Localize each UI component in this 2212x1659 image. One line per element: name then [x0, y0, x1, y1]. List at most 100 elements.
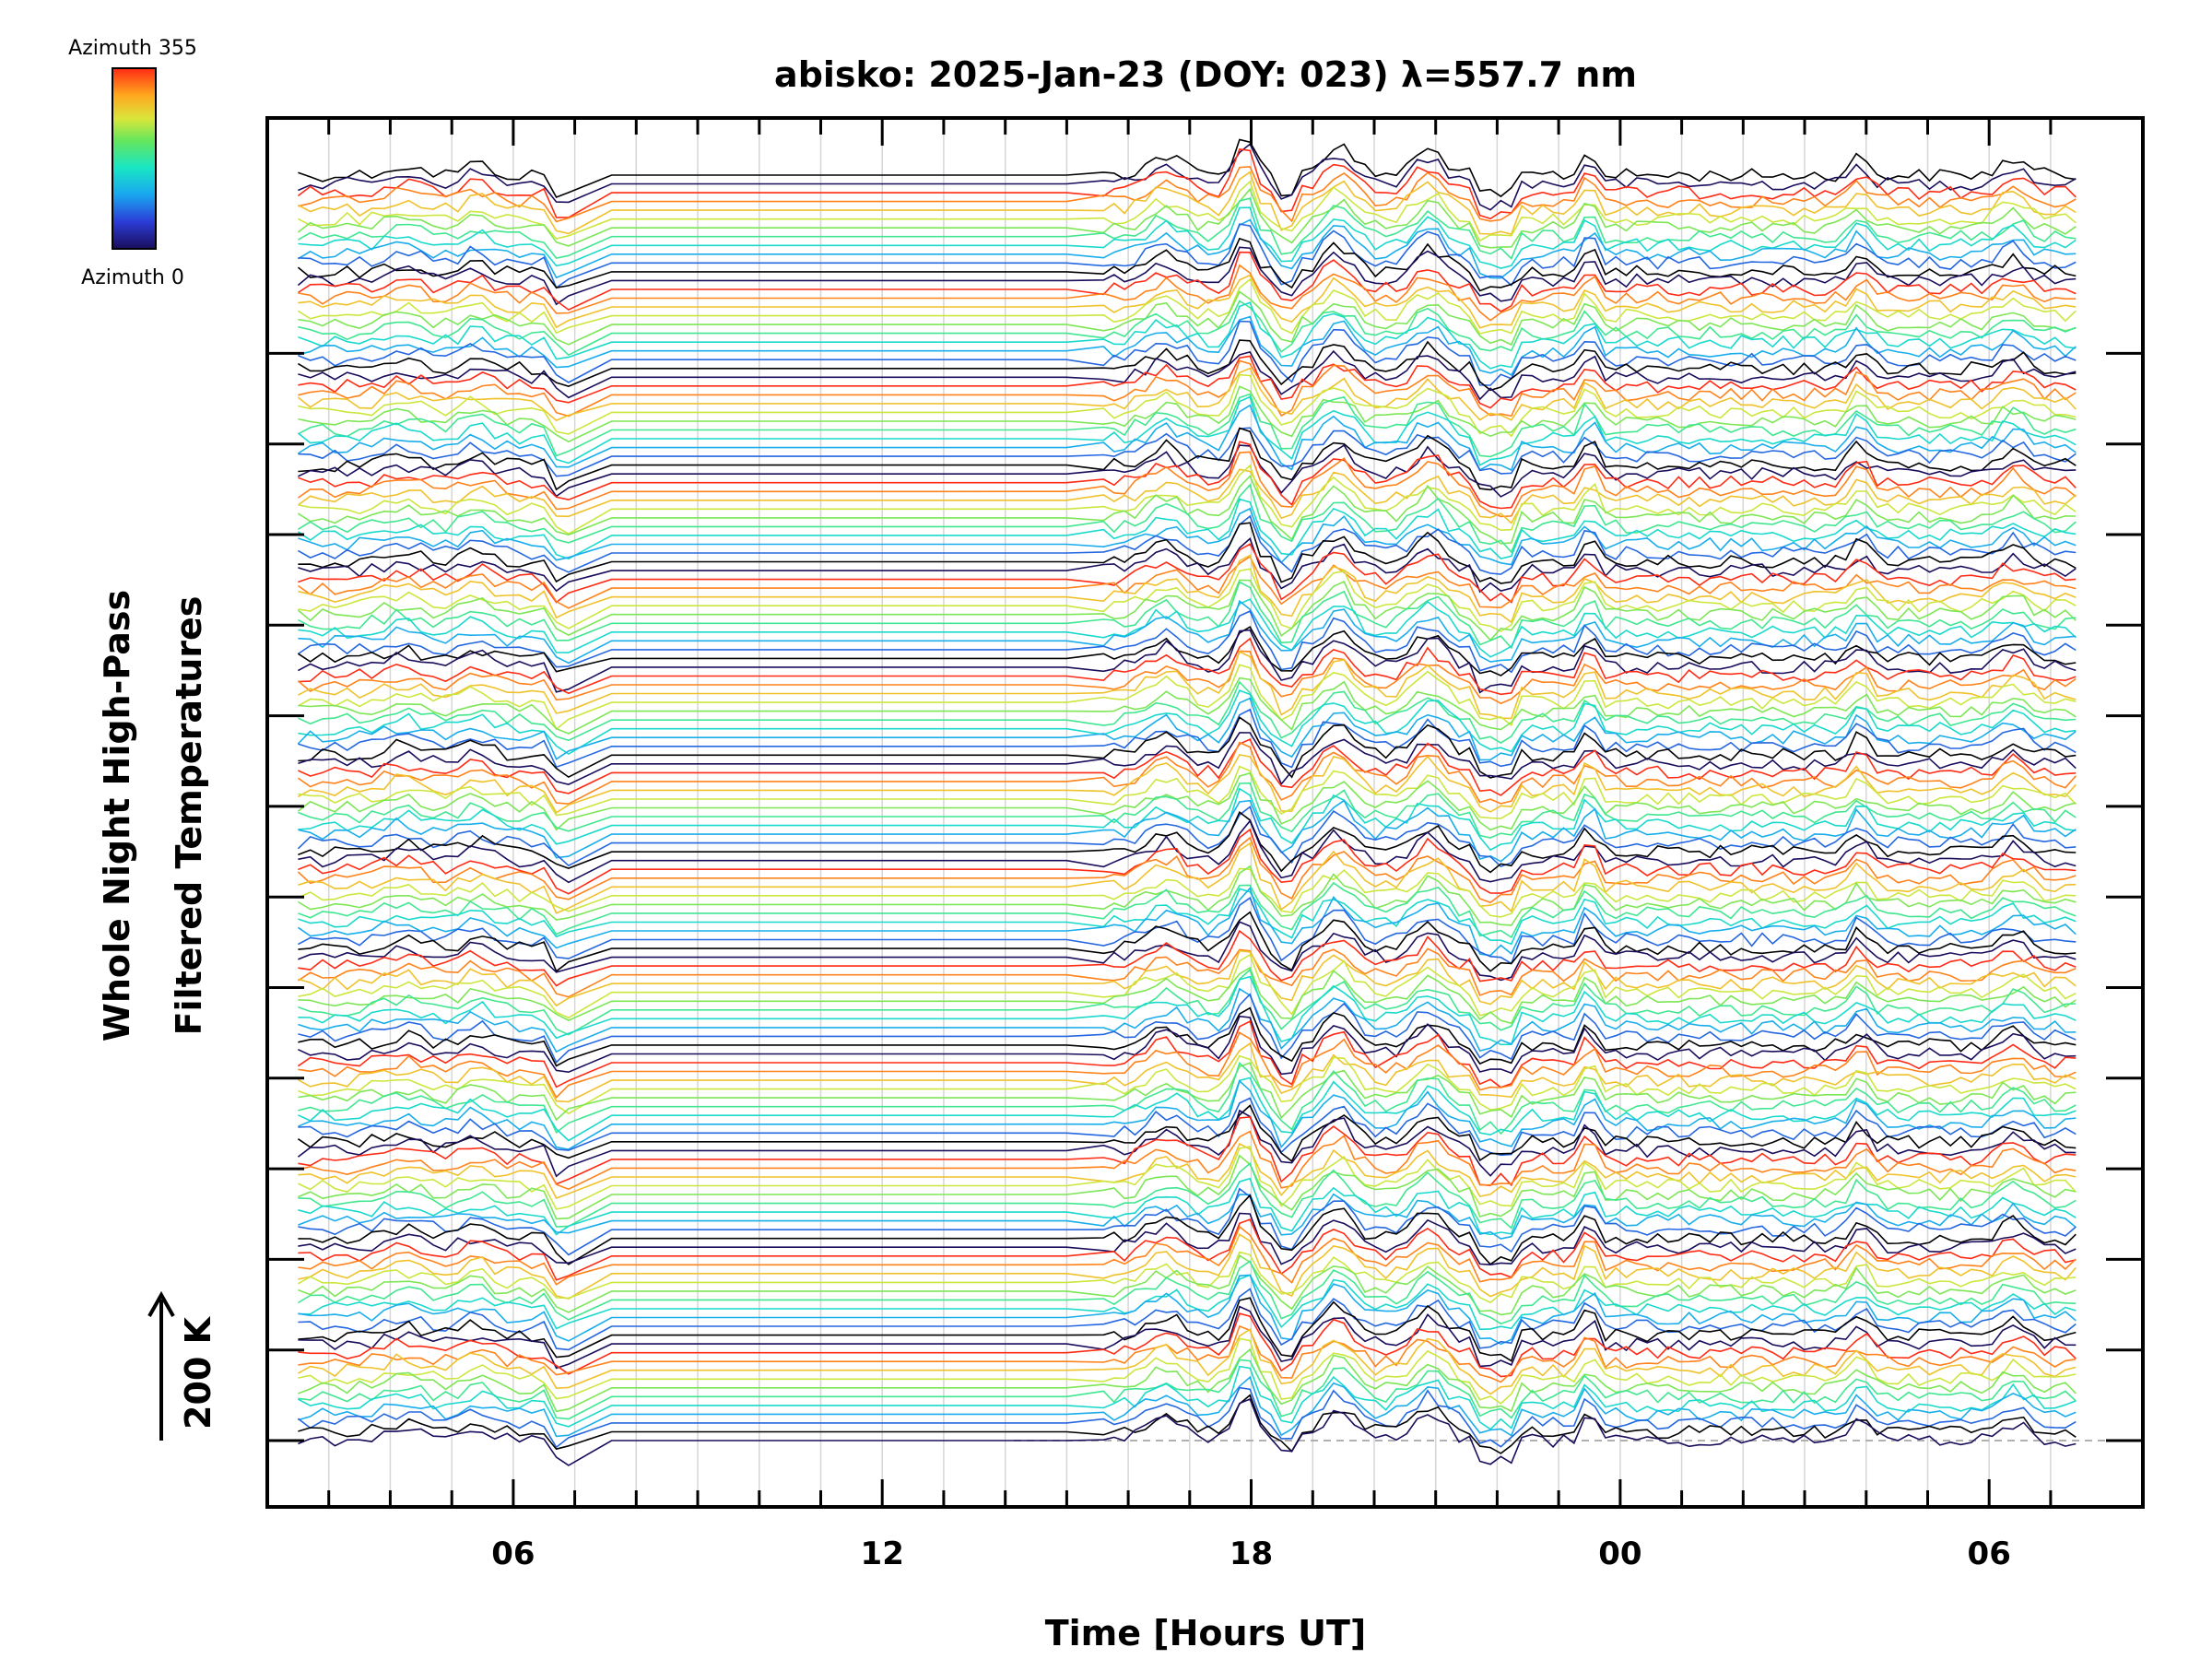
series-line	[298, 1161, 2077, 1230]
series-line	[298, 427, 2077, 491]
y-axis-label-line1: Whole Night High-Pass	[97, 590, 137, 1041]
series-line	[298, 1305, 2077, 1370]
series-line	[298, 911, 2077, 973]
series-line	[298, 787, 2077, 852]
x-tick-label: 18	[1230, 1535, 1273, 1572]
series-line	[297, 475, 2077, 545]
series-line	[298, 385, 2077, 443]
series-line	[298, 1079, 2077, 1150]
y-axis-label-line2: Filtered Temperatures	[169, 596, 209, 1036]
series-line	[298, 197, 2077, 261]
series-line	[298, 1375, 2077, 1438]
series-line	[298, 1274, 2077, 1346]
chart-title: abisko: 2025-Jan-23 (DOY: 023) λ=557.7 n…	[774, 54, 1637, 95]
series-line	[298, 1359, 2077, 1420]
x-tick-label: 06	[1968, 1535, 2011, 1572]
series-line	[298, 1062, 2077, 1135]
series-line	[298, 1054, 2077, 1115]
series-line	[297, 404, 2077, 472]
series-line	[298, 629, 2077, 694]
series-line	[298, 754, 2077, 814]
series-line	[298, 300, 2077, 357]
series-line	[297, 498, 2077, 560]
series-line	[298, 1312, 2077, 1378]
series-line	[298, 143, 2077, 211]
series-line	[298, 1077, 2077, 1142]
scale-bar-arrow-head	[147, 1290, 175, 1317]
series-line	[298, 1274, 2077, 1331]
series-line	[297, 806, 2077, 868]
x-tick-label: 06	[491, 1535, 535, 1572]
series-line	[298, 765, 2077, 819]
series-line	[297, 395, 2077, 466]
series-line	[298, 953, 2077, 1019]
series-line	[297, 514, 2077, 575]
series-line	[298, 677, 2077, 735]
series-line	[298, 507, 2077, 566]
series-line	[297, 650, 2077, 705]
series-line	[298, 799, 2077, 863]
series-line	[297, 148, 2077, 220]
series-line	[297, 367, 2077, 422]
series-line	[298, 206, 2077, 269]
series-line	[298, 975, 2077, 1046]
series-line	[298, 223, 2077, 289]
series-line	[298, 537, 2077, 594]
series-line	[298, 949, 2077, 1007]
series-line	[298, 315, 2077, 376]
x-tick-labels: 06 12 18 00 06	[491, 1535, 2011, 1572]
series-line	[298, 359, 2077, 418]
series-line	[297, 1109, 2077, 1178]
series-line	[297, 483, 2077, 554]
series-line	[297, 468, 2077, 524]
series-line	[297, 947, 2077, 998]
series-line	[298, 921, 2077, 982]
series-line	[298, 841, 2077, 914]
series-line	[298, 554, 2077, 624]
x-axis-label: Time [Hours UT]	[1045, 1613, 1367, 1653]
series-line	[298, 1394, 2077, 1454]
series-line	[298, 443, 2077, 498]
series-line	[297, 246, 2077, 306]
series-line	[298, 171, 2077, 236]
x-tick-label: 00	[1598, 1535, 1641, 1572]
series-line	[298, 290, 2077, 347]
series-line	[297, 555, 2077, 609]
series-line	[298, 1347, 2077, 1413]
series-line	[298, 819, 2077, 884]
plot-frame	[265, 116, 2145, 1509]
colorbar: Azimuth 355 Azimuth 0	[68, 37, 197, 289]
series-line	[298, 1154, 2077, 1220]
series-line	[297, 339, 2077, 392]
series-line	[298, 1397, 2077, 1466]
series-line	[297, 626, 2077, 677]
series-line	[297, 887, 2077, 957]
series-line	[297, 1260, 2077, 1325]
colorbar-gradient	[112, 67, 157, 250]
series-line	[298, 828, 2077, 895]
series-line	[297, 771, 2077, 831]
x-tick-label: 12	[861, 1535, 904, 1572]
series-line	[298, 1187, 2077, 1256]
series-line	[298, 1218, 2077, 1281]
series-line	[297, 187, 2077, 249]
series-line	[298, 664, 2077, 731]
series-line	[298, 1006, 2077, 1067]
grid	[327, 118, 2052, 1507]
series-line	[298, 716, 2077, 779]
series-line	[298, 1254, 2077, 1316]
series-line	[298, 598, 2077, 658]
series-line	[298, 349, 2077, 401]
series-line	[298, 264, 2077, 322]
series-line	[298, 393, 2077, 458]
series-line	[298, 1130, 2077, 1191]
series-line	[298, 1097, 2077, 1157]
series-line	[297, 277, 2077, 335]
series-line	[297, 836, 2077, 904]
series-line	[298, 1212, 2077, 1266]
series-line	[298, 543, 2077, 604]
series-line	[298, 1225, 2077, 1286]
series-line	[298, 1324, 2077, 1383]
series-line	[298, 441, 2077, 510]
